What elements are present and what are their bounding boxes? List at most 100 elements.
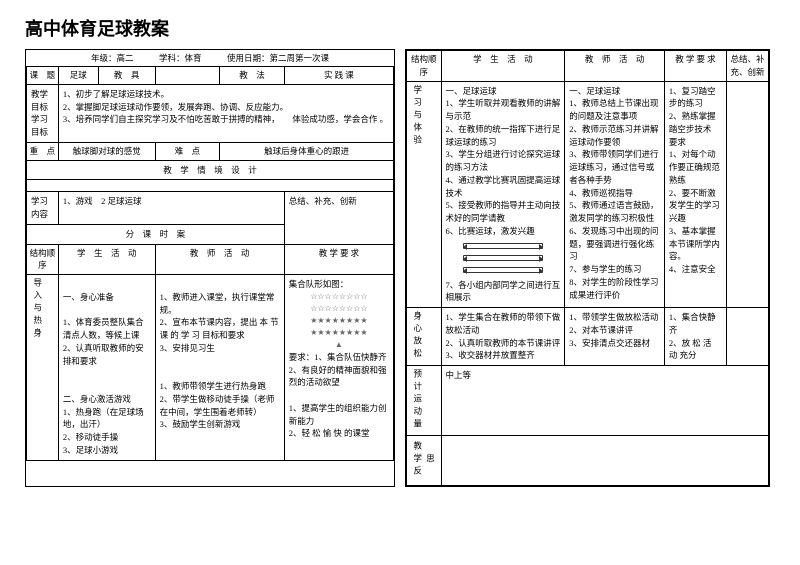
env-empty — [27, 180, 394, 192]
r2r2: 2、放 松 活 动 充分 — [669, 337, 722, 363]
rsec1-req: 1、复习踏空步的练习 2、熟练掌握踏空步技术 要求 1、对每个动作要正确规范熟练… — [664, 81, 726, 308]
goal-l1: 教学目标 — [31, 89, 48, 112]
b3: 3、足球小游戏 — [63, 444, 151, 457]
sec-name: 导入与热身 — [27, 275, 59, 461]
rr6: 4、注意安全 — [669, 263, 722, 276]
req1: 1、提高学生的组织能力创新能力 — [289, 402, 389, 428]
t1: 1、教师进入课堂，执行课堂常规。 — [160, 291, 280, 317]
rs-title: 一、足球运球 — [446, 85, 561, 98]
right-panel: 结构顺序 学 生 活 动 教 师 活 动 教 学 要 求 总结、补充、创新 学习… — [405, 49, 770, 487]
rs6: 6、比赛运球，激发兴趣 — [446, 225, 561, 238]
r2s2: 2、认真听取教师的本节课讲评 — [446, 337, 561, 350]
left-panel: 年级：高二 学科：体育 使用日期：第二周第一次课 课 题 足球 教 具 教 法 … — [25, 49, 395, 487]
rsec3-val: 中上等 — [441, 366, 769, 436]
hdr-jiaoju: 教 具 — [98, 67, 155, 85]
rt3: 3、教师带领同学们进行运球练习，通过信号或者各种手势 — [569, 148, 660, 186]
rsec4-name: 教学反思 — [407, 435, 442, 485]
rsec2-name: 身心放松 — [407, 308, 442, 366]
hdr-empty — [155, 67, 220, 85]
r-title: 集合队形如图： — [289, 278, 389, 291]
rsec4-val — [441, 435, 769, 485]
a-title: 一、身心准备 — [63, 291, 151, 304]
right-table: 结构顺序 学 生 活 动 教 师 活 动 教 学 要 求 总结、补充、创新 学习… — [406, 50, 769, 486]
rsec3-name: 预计运动量 — [407, 366, 442, 436]
a2: 2、认真听取教师的安排和要求 — [63, 342, 151, 368]
content-zj: 总结、补充、创新 — [284, 192, 393, 244]
key-nd-txt: 触球后身体重心的跟进 — [220, 142, 394, 160]
star3: ★★★★★★★★ — [289, 315, 389, 327]
rsec2-student: 1、学生集合在教师的带领下做放松活动 2、认真听取教师的本节课讲评 3、收交器材… — [441, 308, 565, 366]
rsec1-name: 学习与体验 — [407, 81, 442, 308]
sec-name-txt: 导入与热身 — [31, 278, 44, 341]
hdr-keti: 课 题 — [27, 67, 59, 85]
b1: 1、热身跑（在足球场地，出汗） — [63, 406, 151, 432]
rr2: 2、熟练掌握踏空步技术 — [669, 110, 722, 136]
rr1: 1、复习踏空步的练习 — [669, 85, 722, 111]
goal-l2: 学习目标 — [31, 114, 48, 137]
key-zd-txt: 触球脚对球的感觉 — [58, 142, 155, 160]
r2s3: 3、收交器材并放置整齐 — [446, 349, 561, 362]
a1: 1、体育委员整队集合清点人数，等候上课 — [63, 316, 151, 342]
rt-title: 一、足球运球 — [569, 85, 660, 98]
star2: ☆☆☆☆☆☆☆☆ — [289, 303, 389, 315]
t3: 3、安排见习生 — [160, 342, 280, 355]
col-1: 结构顺序 — [27, 244, 59, 275]
rcol-2: 学 生 活 动 — [441, 51, 565, 82]
rr3: 1、对每个动作要正确规范熟练 — [669, 148, 722, 186]
rt2: 2、教师示范练习并讲解运球动作要领 — [569, 123, 660, 149]
r2s1: 1、学生集合在教师的带领下做放松活动 — [446, 311, 561, 337]
r2: 2、有良好的精神面貌和强烈的活动欲望 — [289, 364, 389, 390]
rsec4-name-txt: 教学反思 — [411, 439, 437, 482]
content-label: 学习内容 — [27, 192, 59, 225]
hdr-shijian: 实 践 课 — [284, 67, 393, 85]
key-nd: 难 点 — [155, 142, 220, 160]
goal-3: 3、培养同学们自主探究学习及不怕吃苦敢于拼搏的精神， 体验成功感，学会合作 。 — [63, 113, 389, 126]
env-design: 教 学 情 境 设 计 — [27, 160, 394, 180]
rt4: 4、教师巡视指导 — [569, 187, 660, 200]
rsec3-name-txt: 预计运动量 — [411, 369, 424, 432]
rsec1-zj — [727, 81, 769, 308]
rcol-1: 结构顺序 — [407, 51, 442, 82]
rs1: 1、学生听取并观看教师的讲解与示范 — [446, 97, 561, 123]
rsec1-name-txt: 学习与体验 — [411, 85, 424, 148]
hdr-zuqiu: 足球 — [58, 67, 98, 85]
requirements: 集合队形如图： ☆☆☆☆☆☆☆☆ ☆☆☆☆☆☆☆☆ ★★★★★★★★ ★★★★★… — [284, 275, 393, 461]
fenke: 分 课 时 案 — [27, 224, 285, 244]
b-title: 二、身心激活游戏 — [63, 393, 151, 406]
rs5: 5、接受教师的指导并主动向技术好的同学请教 — [446, 199, 561, 225]
r1: 要求：1、集合队伍快静齐 — [289, 351, 389, 364]
content-wrapper: 年级：高二 学科：体育 使用日期：第二周第一次课 课 题 足球 教 具 教 法 … — [25, 49, 775, 487]
rsec2-name-txt: 身心放松 — [411, 311, 424, 361]
goal-1: 1、初步了解足球运球技术。 — [63, 88, 389, 101]
rs7: 7、各小组内部同学之间进行互相展示 — [446, 279, 561, 305]
star4: ★★★★★★★★ — [289, 327, 389, 339]
goals-label: 教学目标学习目标 — [27, 84, 59, 142]
r2t1: 1、带领学生做放松活动 — [569, 311, 660, 324]
rcol-5: 总结、补充、创新 — [727, 51, 769, 82]
rs3: 3、学生分组进行讨论探究运球的练习方法 — [446, 148, 561, 174]
col-3: 教 师 活 动 — [155, 244, 284, 275]
col-4: 教 学 要 求 — [284, 244, 393, 275]
t6: 3、鼓励学生创新游戏 — [160, 418, 280, 431]
t2: 2、宣布本节课内容，提出 本 节 课 的 学 习 目标和要求 — [160, 316, 280, 342]
rsec2-teacher: 1、带领学生做放松活动 2、对本节课讲评 3、安排清点交还器材 — [565, 308, 665, 366]
t5: 2、带学生做移动徒手操（老师在中间，学生围着老师转） — [160, 393, 280, 419]
rt1: 1、教师总结上节课出现的问题及注意事项 — [569, 97, 660, 123]
hdr-jiaofa: 教 法 — [220, 67, 285, 85]
rsec2-zj — [727, 308, 769, 366]
goals-content: 1、初步了解足球运球技术。 2、掌握脚足球运球动作要领，发展奔跑、协调、反应能力… — [58, 84, 393, 142]
key-zd: 重 点 — [27, 142, 59, 160]
r2t2: 2、对本节课讲评 — [569, 324, 660, 337]
rr4: 2、要不断激发学生的学习兴趣 — [669, 187, 722, 225]
rs2: 2、在教师的统一指挥下进行足球运球的练习 — [446, 123, 561, 149]
r2r1: 1、集合快静齐 — [669, 311, 722, 337]
star1: ☆☆☆☆☆☆☆☆ — [289, 291, 389, 303]
rr-req: 要求 — [669, 136, 722, 149]
teacher-act: 1、教师进入课堂，执行课堂常规。 2、宣布本节课内容，提出 本 节 课 的 学 … — [155, 275, 284, 461]
rt8: 8、对学生的阶段性学习成果进行评价 — [569, 276, 660, 302]
rt6: 6、发现练习中出现的问题，要强调进行强化练习 — [569, 225, 660, 263]
tri: ▲ — [289, 339, 389, 351]
rr5: 3、基本掌握本节课所学内容。 — [669, 225, 722, 263]
page-title: 高中体育足球教案 — [25, 15, 775, 41]
student-act: 一、身心准备 1、体育委员整队集合清点人数，等候上课 2、认真听取教师的安排和要… — [58, 275, 155, 461]
